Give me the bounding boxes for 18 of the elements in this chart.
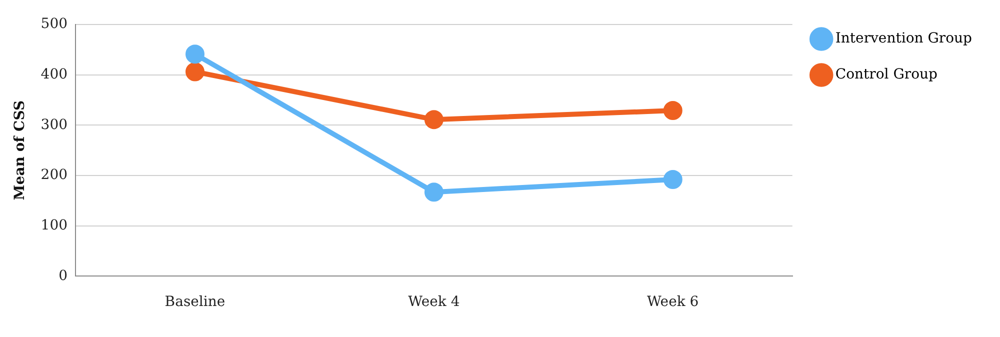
y-tick-label: 400 [40,66,68,82]
y-tick-label: 0 [58,268,68,284]
y-axis-title: Mean of CSS [12,100,28,200]
x-tick-label: Baseline [164,294,226,310]
y-tick-label: 300 [40,116,68,133]
point [185,44,204,64]
y-tick-label: 100 [40,217,68,234]
x-tick-label: Week 6 [647,294,699,310]
point [663,101,682,120]
legend-label: Intervention Group [835,30,972,47]
y-tick-label: 200 [40,167,68,184]
x-tick-label: Week 4 [408,294,460,310]
point [424,110,444,130]
point [185,62,204,82]
point [663,170,682,190]
y-tick-label: 500 [40,16,68,32]
point [424,182,444,202]
legend-label: Control Group [835,66,938,83]
